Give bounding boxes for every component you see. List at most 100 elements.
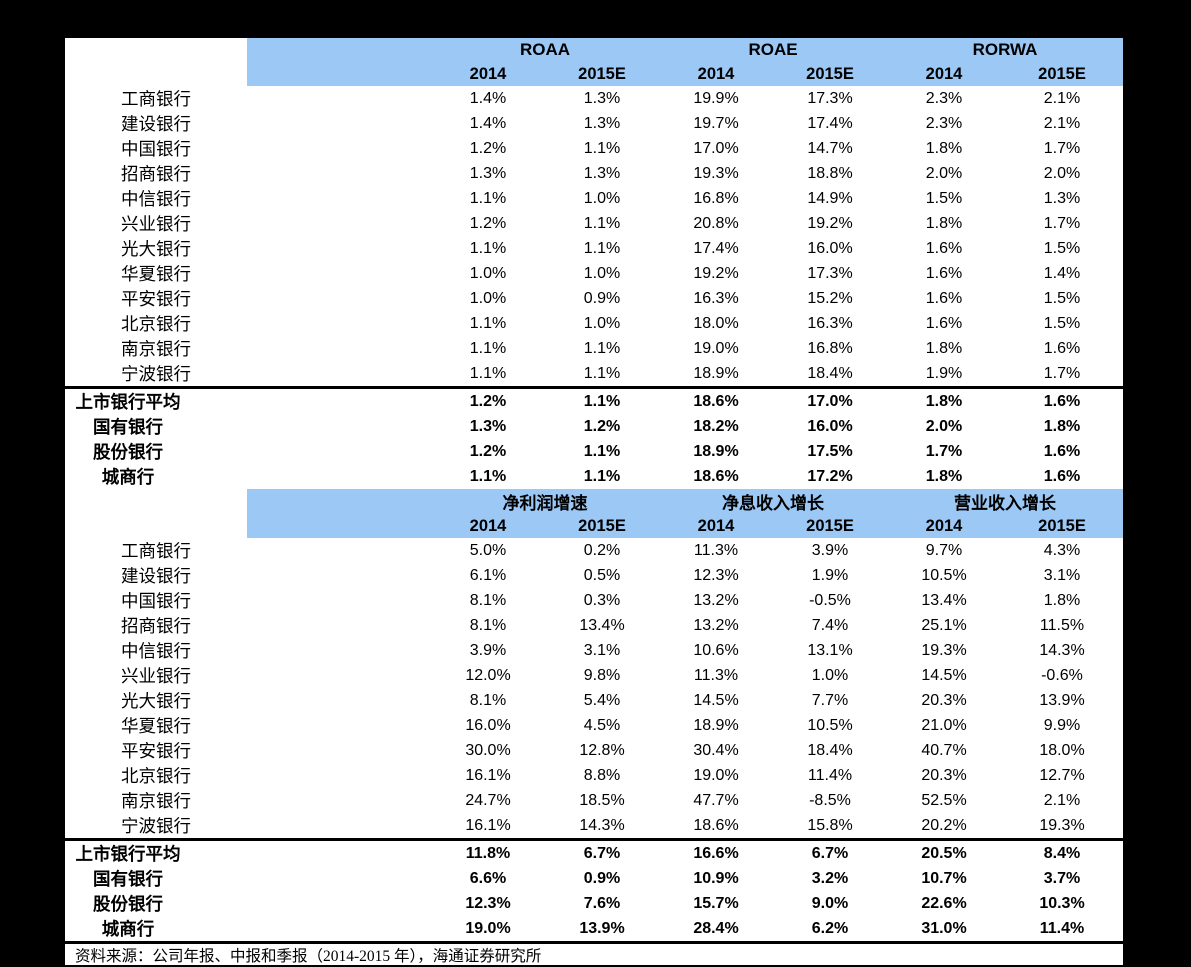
gap-cell (247, 788, 431, 813)
summary-value: 16.0% (807, 417, 853, 435)
column-group-header: 净利润增速 (431, 489, 659, 514)
metric-value: 1.0% (469, 289, 507, 307)
metric-value: 1.4% (1043, 264, 1081, 282)
bank-name: 北京银行 (121, 766, 191, 786)
metric-value: 1.3% (583, 164, 621, 182)
metric-value: 16.3% (693, 289, 739, 307)
summary-label: 上市银行平均 (65, 838, 247, 866)
metric-value: 1.8% (925, 139, 963, 157)
metric-value: 13.4% (579, 616, 625, 634)
label-column-spacer (65, 38, 247, 62)
summary-value: 10.9% (693, 869, 739, 887)
gap-cell (247, 838, 431, 866)
metric-value: 2.3% (925, 114, 963, 132)
gap-cell (247, 361, 431, 388)
metric-value: 1.1% (469, 339, 507, 357)
summary-value: 15.7% (693, 894, 739, 912)
summary-value: 1.7% (925, 442, 963, 460)
summary-value: 19.0% (465, 919, 511, 937)
metric-value: 8.1% (469, 691, 507, 709)
metric-value: 15.2% (807, 289, 853, 307)
summary-value: 1.3% (469, 417, 507, 435)
metric-value: 1.0% (811, 666, 849, 684)
summary-label: 城商行 (101, 919, 155, 939)
summary-value: 11.4% (1039, 919, 1085, 937)
bank-name: 华夏银行 (121, 264, 191, 284)
metric-value: 1.1% (583, 364, 621, 382)
gap-cell (247, 613, 431, 638)
bank-name: 光大银行 (121, 691, 191, 711)
summary-value: 10.7% (921, 869, 967, 887)
header-gap-cell (247, 489, 431, 514)
metric-value: 0.3% (583, 591, 621, 609)
bank-name: 宁波银行 (121, 364, 191, 384)
metric-value: 20.8% (693, 214, 739, 232)
summary-value: 0.9% (583, 869, 621, 887)
metric-value: 1.1% (583, 339, 621, 357)
year-header: 2015E (1001, 62, 1124, 86)
bank-name: 招商银行 (121, 616, 191, 636)
bank-row: 兴业银行 12.0% 9.8% 11.3% 1.0% 14.5% -0.6% (65, 663, 1123, 688)
summary-row: 城商行 19.0% 13.9% 28.4% 6.2% 31.0% 11.4% (65, 916, 1123, 941)
metric-value: 1.0% (583, 264, 621, 282)
metric-value: 1.3% (1043, 189, 1081, 207)
metric-value: 3.9% (811, 541, 849, 559)
summary-value: 20.5% (887, 838, 1001, 866)
metric-value: 14.5% (693, 691, 739, 709)
metric-value: 15.8% (807, 816, 853, 834)
exhibit-table: ROAA ROAE RORWA 2014 2015E 2014 2015E 2014 2015E… (65, 36, 1124, 967)
metric-value: -8.5% (809, 791, 851, 809)
bank-row: 宁波银行 1.1% 1.1% 18.9% 18.4% 1.9% 1.7% (65, 361, 1123, 388)
metric-value: -0.5% (809, 591, 851, 609)
metric-value: 19.3% (921, 641, 967, 659)
year-header: 2014 (659, 514, 773, 538)
year-header: 2014 (887, 514, 1001, 538)
gap-cell (247, 738, 431, 763)
gap-cell (247, 813, 431, 840)
metric-value: 16.0% (807, 239, 853, 257)
metric-value: 30.0% (465, 741, 511, 759)
metric-value: 1.5% (1043, 239, 1081, 257)
metric-value: 13.9% (1039, 691, 1085, 709)
summary-row: 国有银行 1.3% 1.2% 18.2% 16.0% 2.0% 1.8% (65, 414, 1123, 439)
metric-value: 1.6% (925, 314, 963, 332)
summary-value: 18.2% (693, 417, 739, 435)
metric-value: 3.9% (469, 641, 507, 659)
year-header: 2015E (545, 514, 659, 538)
gap-cell (247, 111, 431, 136)
gap-cell (247, 86, 431, 111)
summary-label: 股份银行 (93, 894, 163, 914)
metric-value: 52.5% (921, 791, 967, 809)
summary-value: 1.2% (583, 417, 621, 435)
column-group-header: ROAA (431, 38, 659, 62)
year-header-row: 2014 2015E 2014 2015E 2014 2015E (65, 62, 1124, 86)
metric-value: 20.3% (921, 766, 967, 784)
summary-value: 18.9% (693, 442, 739, 460)
summary-value: 17.5% (807, 442, 853, 460)
bank-row: 中信银行 3.9% 3.1% 10.6% 13.1% 19.3% 14.3% (65, 638, 1123, 663)
gap-cell (247, 638, 431, 663)
metric-value: 19.3% (1039, 816, 1085, 834)
metric-value: 1.3% (583, 89, 621, 107)
metric-value: 19.2% (693, 264, 739, 282)
metric-value: 19.7% (693, 114, 739, 132)
metric-value: 19.2% (807, 214, 853, 232)
year-header: 2014 (659, 62, 773, 86)
metric-value: 18.0% (693, 314, 739, 332)
metric-value: 10.6% (693, 641, 739, 659)
summary-value: 18.6% (693, 467, 739, 485)
metric-value: 18.9% (693, 716, 739, 734)
summary-value: 6.7% (773, 838, 887, 866)
year-header: 2015E (773, 514, 887, 538)
gap-cell (247, 713, 431, 738)
summary-row: 上市银行平均 1.2% 1.1% 18.6% 17.0% 1.8% 1.6% (65, 386, 1124, 414)
metric-value: 13.2% (693, 591, 739, 609)
bank-name: 招商银行 (121, 164, 191, 184)
metric-value: 2.1% (1043, 114, 1081, 132)
summary-row: 国有银行 6.6% 0.9% 10.9% 3.2% 10.7% 3.7% (65, 866, 1123, 891)
summary-value: 1.2% (469, 442, 507, 460)
summary-label: 国有银行 (93, 417, 163, 437)
metric-value: 1.1% (583, 139, 621, 157)
metric-value: 2.0% (1043, 164, 1081, 182)
metric-value: 1.3% (583, 114, 621, 132)
